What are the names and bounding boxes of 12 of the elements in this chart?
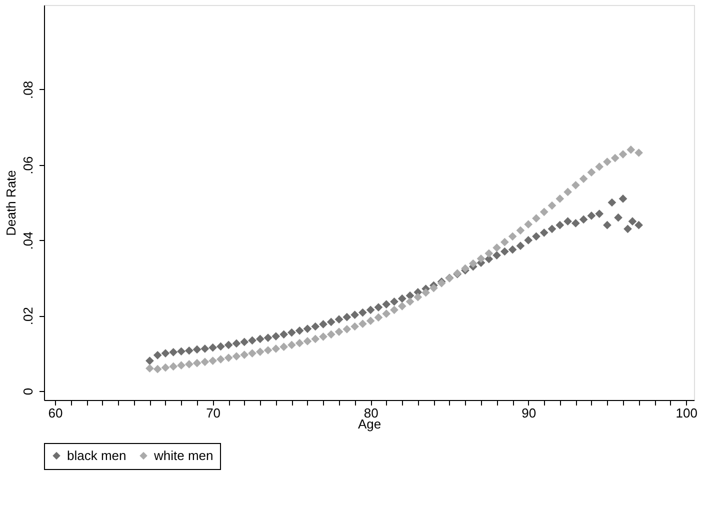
- x-tick-label: 90: [522, 406, 536, 420]
- y-tick-label: .02: [20, 307, 36, 326]
- y-tick-label: .06: [20, 156, 36, 174]
- y-tick-label: .08: [20, 80, 36, 99]
- y-tick-label: 0: [20, 388, 36, 396]
- x-tick-label: 100: [676, 406, 698, 420]
- legend-label: black men: [67, 448, 126, 463]
- y-tick-label: .04: [20, 232, 36, 250]
- y-axis-title: Death Rate: [4, 170, 18, 236]
- x-tick-label: 70: [206, 406, 221, 420]
- x-tick-label: 60: [48, 406, 63, 420]
- legend-label: white men: [153, 448, 214, 463]
